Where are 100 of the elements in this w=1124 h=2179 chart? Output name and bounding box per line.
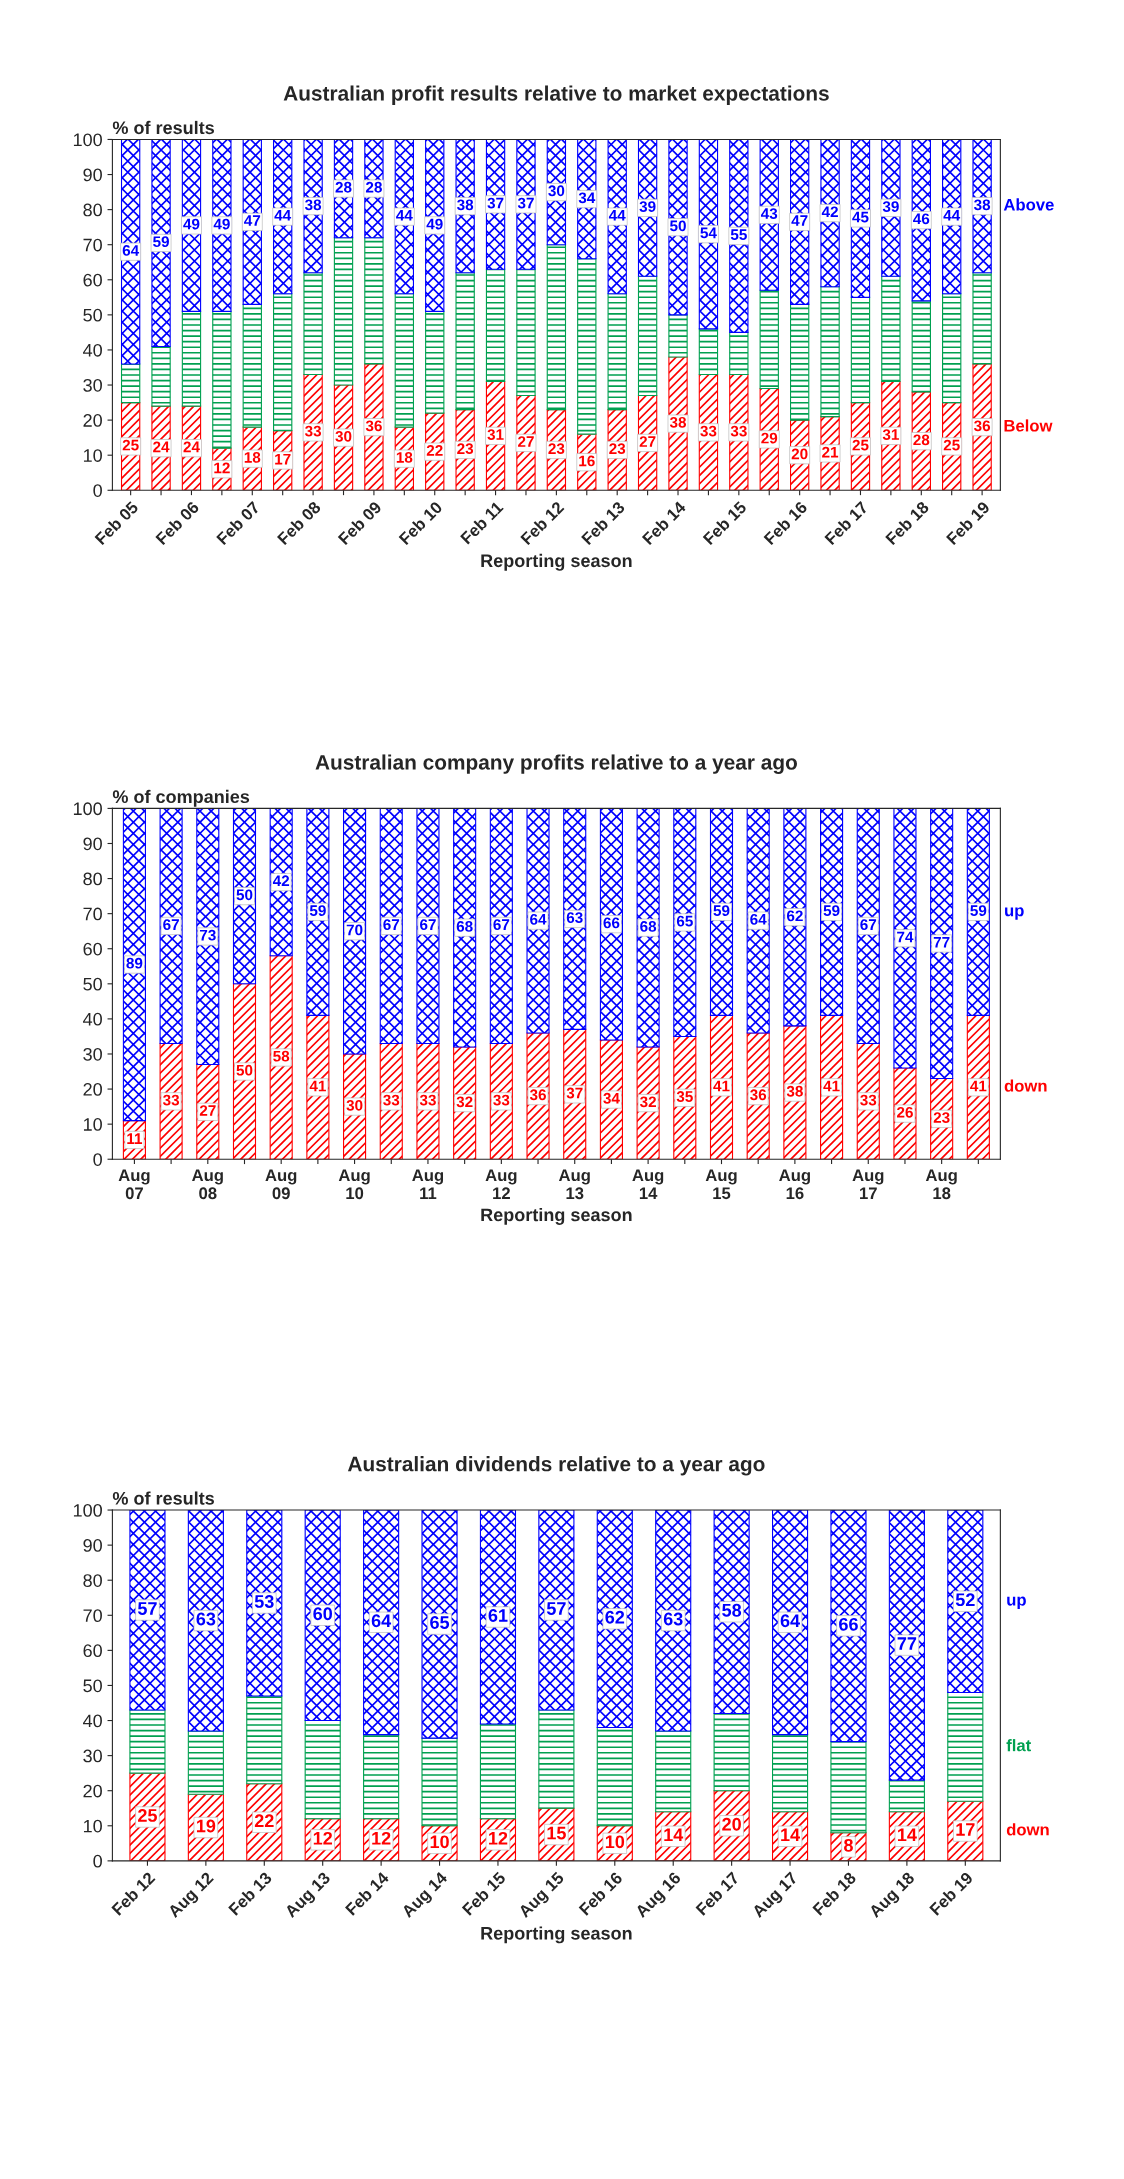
data-label: 25: [943, 439, 960, 451]
data-label: 10: [430, 1835, 449, 1849]
data-label: 39: [882, 201, 899, 212]
data-label: 36: [973, 420, 991, 432]
bar: [655, 1730, 692, 1813]
y-tick-label: 70: [83, 1609, 102, 1623]
data-label: 41: [823, 1080, 840, 1092]
data-label: 55: [730, 229, 747, 241]
x-axis-title: Reporting season: [481, 553, 632, 571]
data-label: 68: [456, 920, 473, 932]
x-tick-label: Aug 13: [283, 1871, 334, 1921]
data-label: 59: [153, 236, 169, 248]
data-label: 45: [852, 211, 869, 223]
bar: [888, 1510, 925, 1781]
data-label: 27: [518, 436, 534, 447]
data-label: 23: [609, 443, 626, 455]
data-label: 18: [396, 451, 413, 463]
bar: [930, 808, 954, 1080]
bar: [771, 1734, 809, 1813]
data-label: 60: [313, 1607, 333, 1621]
x-tick-label: Feb 17: [823, 500, 869, 546]
data-label: 12: [372, 1831, 391, 1845]
data-label: 58: [722, 1603, 742, 1617]
y-tick-label: 60: [83, 942, 102, 956]
bar: [196, 808, 220, 1066]
bar: [789, 303, 810, 421]
bar: [212, 139, 232, 312]
data-label: 26: [896, 1106, 913, 1118]
bar: [709, 808, 734, 1016]
series-label: flat: [1006, 1739, 1031, 1752]
data-label: 59: [823, 905, 840, 916]
data-label: 49: [213, 218, 230, 230]
y-tick-label: 80: [83, 872, 102, 886]
x-tick-label: Aug 17: [852, 1169, 884, 1199]
data-label: 77: [933, 936, 950, 948]
x-tick-label: Feb 12: [519, 500, 565, 546]
data-label: 70: [346, 924, 363, 936]
y-axis-title: % of companies: [112, 789, 250, 807]
y-tick-label: 80: [83, 1574, 102, 1587]
data-label: 41: [309, 1080, 326, 1092]
x-tick-label: Feb 15: [702, 500, 748, 546]
data-label: 27: [199, 1105, 216, 1116]
bar: [232, 808, 257, 985]
data-label: 73: [199, 929, 216, 941]
x-tick-label: Feb 19: [928, 1871, 974, 1916]
data-label: 66: [603, 917, 620, 929]
bar: [698, 328, 719, 376]
bar: [425, 139, 445, 312]
data-label: 18: [244, 451, 261, 463]
y-tick-label: 20: [83, 1784, 102, 1798]
bar: [181, 139, 202, 312]
data-label: 34: [603, 1092, 620, 1104]
bar: [596, 1726, 633, 1827]
x-tick-label: Aug 16: [779, 1169, 810, 1200]
data-label: 50: [236, 1064, 253, 1076]
data-label: 67: [493, 919, 510, 931]
data-label: 33: [700, 425, 717, 437]
data-label: 33: [493, 1094, 510, 1106]
data-label: 30: [548, 185, 565, 197]
data-label: 24: [153, 441, 170, 453]
y-tick-label: 40: [83, 1012, 102, 1026]
bar: [273, 293, 293, 432]
bar: [820, 286, 840, 418]
bar: [303, 272, 323, 376]
y-axis-title: % of results: [112, 1491, 214, 1505]
data-label: 32: [456, 1096, 473, 1108]
bar: [947, 1691, 984, 1802]
data-label: 44: [274, 210, 292, 221]
bar: [187, 1510, 224, 1732]
data-label: 33: [304, 425, 322, 437]
bar: [489, 808, 513, 1045]
bar: [888, 1779, 925, 1813]
data-label: 33: [419, 1094, 436, 1106]
data-label: 16: [579, 455, 595, 467]
bar: [306, 808, 330, 1016]
bar: [783, 808, 807, 1027]
bar: [232, 983, 257, 1160]
data-label: 22: [426, 444, 443, 456]
x-tick-label: Feb 14: [344, 1870, 390, 1916]
bar: [181, 310, 202, 407]
bar: [120, 363, 141, 404]
x-tick-label: Aug 16: [634, 1871, 684, 1921]
data-label: 23: [933, 1112, 950, 1124]
x-tick-label: Feb 16: [763, 500, 808, 546]
bar: [713, 1510, 750, 1715]
data-label: 67: [383, 919, 400, 931]
bar: [269, 955, 293, 1160]
y-tick-label: 60: [83, 273, 102, 287]
bar: [729, 139, 749, 333]
data-label: 31: [487, 429, 504, 441]
x-tick-label: Feb 11: [459, 500, 504, 545]
data-label: 63: [196, 1612, 216, 1626]
data-label: 31: [882, 429, 899, 441]
y-tick-label: 10: [83, 1118, 102, 1131]
y-tick-label: 40: [83, 1714, 102, 1728]
bar: [538, 1709, 575, 1809]
bar: [655, 1510, 692, 1732]
series-label: Below: [1004, 419, 1053, 432]
data-label: 30: [346, 1099, 363, 1111]
bar: [759, 289, 779, 390]
